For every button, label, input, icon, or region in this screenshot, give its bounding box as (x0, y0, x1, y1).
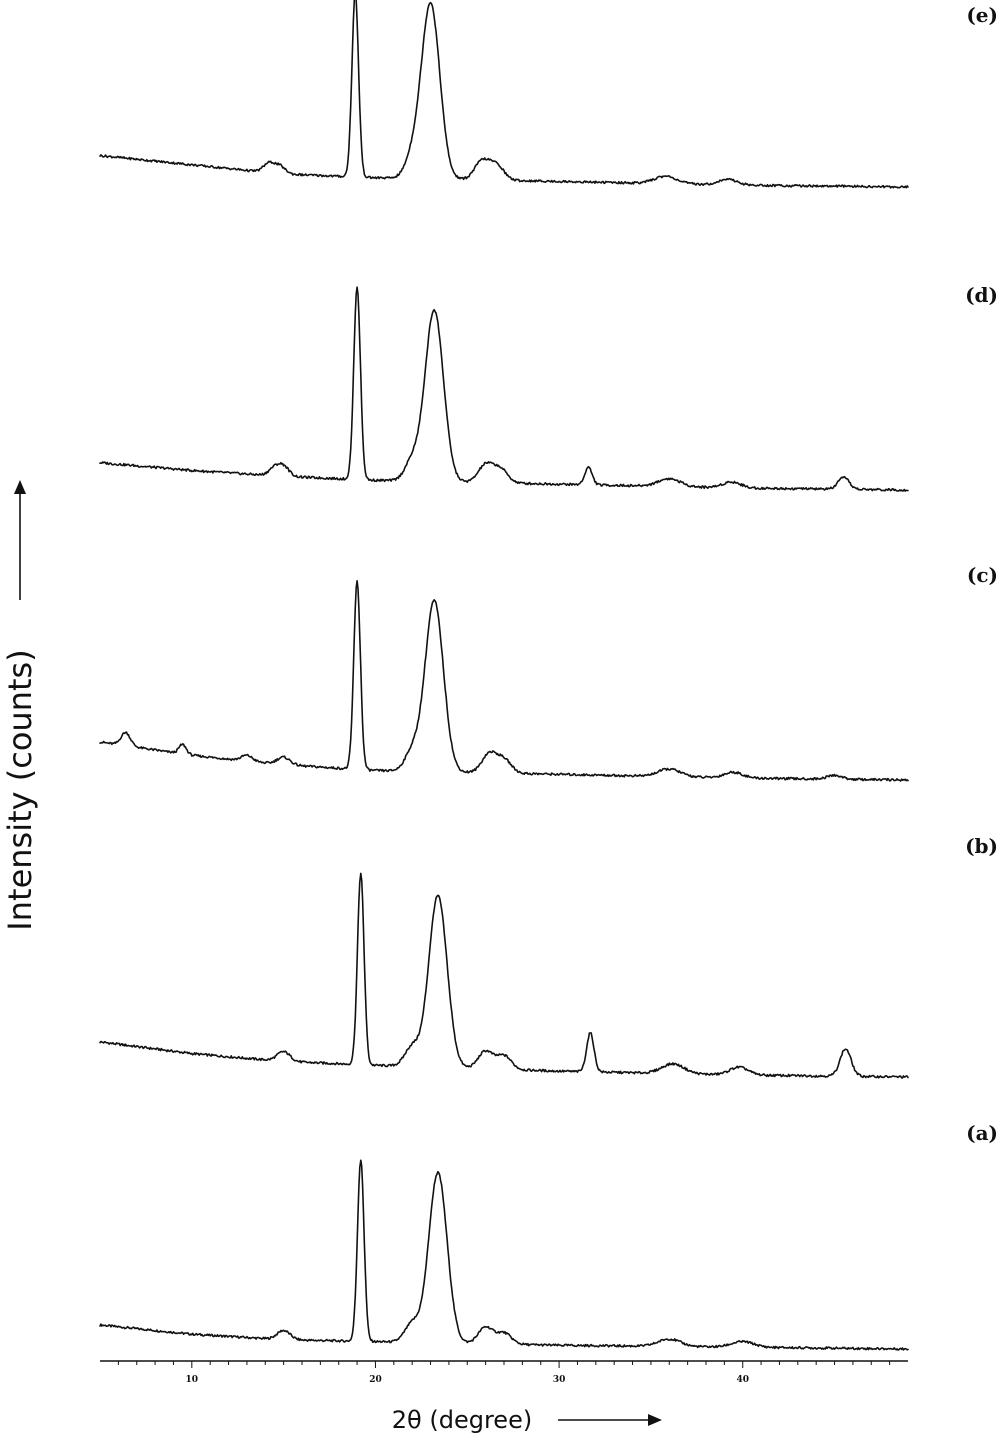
series-trace-5 (99, 0, 909, 189)
x-tick-label: 10 (186, 1375, 199, 1385)
panel-label-1: (a) (966, 1121, 998, 1145)
series-trace-4 (99, 286, 909, 492)
x-tick-label: 40 (736, 1375, 749, 1385)
series-trace-3 (99, 580, 909, 782)
x-axis: 10 20 30 40 (100, 1360, 908, 1385)
panel-labels-layer: (a) (b) (c) (d) (e) (965, 3, 998, 1145)
series-trace-2 (99, 872, 909, 1079)
panel-label-4: (d) (965, 283, 998, 307)
panel-label-5: (e) (966, 3, 998, 27)
panel-label-3: (c) (967, 563, 998, 587)
x-ticks: 10 20 30 40 (117, 1361, 891, 1385)
x-tick-label: 30 (553, 1375, 566, 1385)
traces-layer (99, 0, 909, 1351)
y-axis-arrow-head (14, 480, 26, 494)
x-axis-label: 2θ (degree) (392, 1406, 532, 1434)
panel-label-2: (b) (965, 834, 998, 858)
x-tick-label: 20 (369, 1375, 382, 1385)
y-axis-label: Intensity (counts) (1, 649, 39, 930)
x-axis-arrow-head (648, 1414, 662, 1426)
series-trace-1 (99, 1159, 909, 1351)
